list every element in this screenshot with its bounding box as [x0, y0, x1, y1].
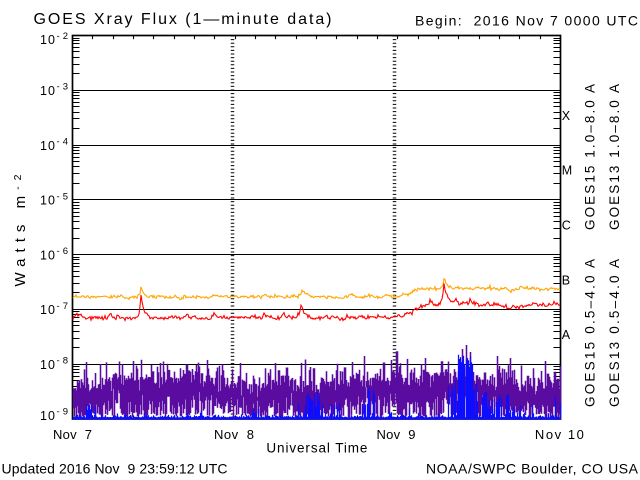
- svg-text:Nov 10: Nov 10: [535, 427, 584, 442]
- svg-text:-2: -2: [57, 31, 69, 42]
- svg-text:GOES15 0.5–4.0 A: GOES15 0.5–4.0 A: [583, 259, 598, 407]
- svg-text:Nov 8: Nov 8: [214, 427, 254, 442]
- svg-text:10: 10: [40, 358, 55, 372]
- svg-text:X: X: [562, 109, 571, 123]
- svg-text:M: M: [562, 164, 572, 178]
- svg-text:10: 10: [40, 248, 55, 262]
- svg-text:Begin: 2016 Nov 7 0000 UTC: Begin: 2016 Nov 7 0000 UTC: [415, 13, 638, 29]
- svg-text:10: 10: [40, 139, 55, 153]
- svg-text:Nov 7: Nov 7: [53, 427, 92, 442]
- svg-text:-7: -7: [57, 301, 69, 312]
- svg-text:GOES13 0.5–4.0 A: GOES13 0.5–4.0 A: [607, 259, 622, 407]
- svg-text:B: B: [562, 273, 570, 287]
- svg-text:Nov 9: Nov 9: [377, 427, 416, 442]
- svg-text:10: 10: [40, 33, 55, 47]
- svg-text:A: A: [562, 328, 571, 342]
- svg-text:C: C: [562, 219, 571, 233]
- svg-text:10: 10: [40, 303, 55, 317]
- svg-text:GOES Xray Flux (1—minute data): GOES Xray Flux (1—minute data): [34, 11, 332, 28]
- svg-text:10: 10: [40, 84, 55, 98]
- svg-text:GOES13 1.0–8.0 A: GOES13 1.0–8.0 A: [607, 84, 622, 230]
- svg-text:Universal Time: Universal Time: [266, 440, 367, 455]
- svg-text:-8: -8: [57, 356, 69, 367]
- svg-text:10: 10: [40, 194, 55, 208]
- svg-text:-3: -3: [57, 82, 69, 93]
- svg-text:-5: -5: [57, 191, 69, 202]
- svg-text:NOAA/SWPC Boulder, CO USA: NOAA/SWPC Boulder, CO USA: [426, 460, 639, 476]
- svg-text:-9: -9: [57, 406, 69, 417]
- svg-text:10: 10: [40, 409, 55, 423]
- svg-text:-4: -4: [57, 137, 69, 148]
- svg-text:-6: -6: [57, 246, 69, 257]
- svg-text:Updated 2016 Nov 9 23:59:12 U: Updated 2016 Nov 9 23:59:12 UTC: [2, 460, 228, 476]
- svg-text:GOES15 1.0–8.0 A: GOES15 1.0–8.0 A: [583, 84, 598, 230]
